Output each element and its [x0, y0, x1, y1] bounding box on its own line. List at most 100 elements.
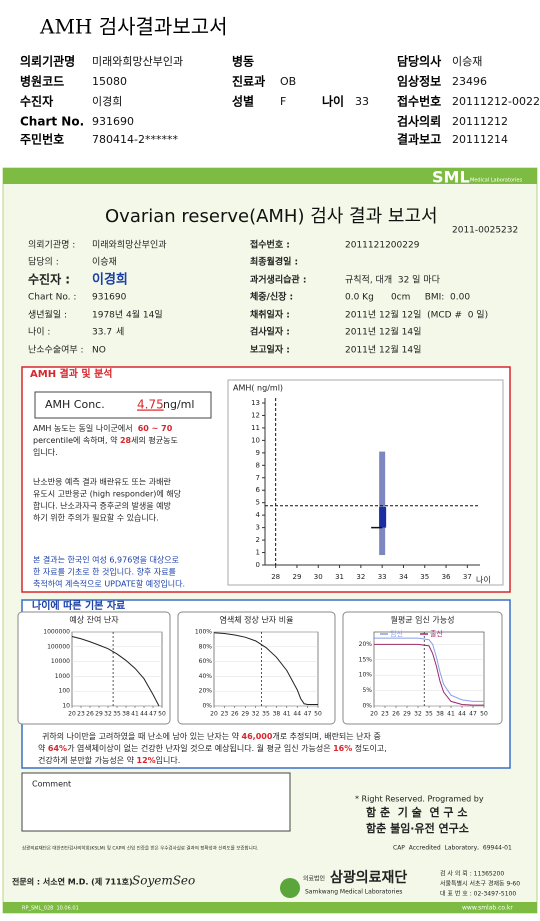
legend-label: 출산 [430, 629, 443, 638]
y-tick-label: 9 [256, 449, 260, 457]
field-value: 780414-2****** [92, 133, 178, 146]
field-value: 33 [355, 95, 369, 108]
y-tick-label: 6 [256, 486, 261, 494]
bottom-band [3, 902, 537, 913]
series-line [213, 632, 318, 706]
x-tick-label: 28 [271, 573, 280, 581]
patient-label: 체중/신장 : [250, 291, 293, 303]
text-segment: AMH 농도는 동일 나이군에서 [33, 423, 138, 433]
y-tick-label: 3 [256, 524, 260, 532]
org-name-en: Samkwang Medical Laboratories [305, 889, 402, 896]
text-segment: 개로 추정되며, 배란되는 난자 중 [272, 731, 380, 741]
x-tick-label: 50 [158, 711, 166, 718]
x-tick-label: 35 [262, 711, 270, 718]
paragraph-line: AMH 농도는 동일 나이군에서 60 ~ 70 [33, 423, 173, 433]
x-tick-label: 26 [86, 711, 94, 718]
field-label: 담당의사 [397, 54, 441, 69]
patient-label: 최종월경일 : [250, 256, 298, 268]
y-tick-label: 4 [256, 511, 261, 519]
y-tick-label: 10% [359, 672, 373, 679]
y-tick-label: 0% [362, 703, 372, 710]
paragraph-line: 본 결과는 한국인 여성 6,976명을 대상으로 [33, 555, 179, 565]
amh-chart-frame [227, 379, 504, 586]
patient-label: 채취일자 : [250, 309, 290, 321]
field-label: 결과보고 [397, 132, 441, 147]
patient-label: Chart No. : [28, 293, 76, 303]
axis-title: AMH( ng/ml) [233, 384, 283, 393]
field-label: 임상정보 [397, 74, 441, 89]
y-tick-label: 10 [251, 436, 260, 444]
x-tick-label: 50 [314, 711, 322, 718]
field-value: 미래와희망산부인과 [92, 55, 183, 68]
patient-value: 규칙적, 대개 32 일 마다 [345, 274, 441, 286]
y-tick-label: 20% [359, 641, 373, 648]
y-tick-label: 2 [256, 536, 260, 544]
amh-unit: ng/ml [163, 398, 194, 411]
comment-label: Comment [32, 780, 71, 789]
axis-title: 나이 [476, 575, 491, 585]
y-tick-label: 13 [251, 399, 260, 407]
patient-value: 2011년 12월 14일 [345, 344, 421, 356]
section-heading: 나이에 따른 기본 자료 [32, 599, 125, 612]
field-label: 병동 [232, 54, 254, 69]
y-tick-label: 7 [256, 474, 260, 482]
text-segment: 60 ~ 70 [138, 424, 173, 433]
legend-label: 임신 [390, 629, 403, 638]
x-tick-label: 20 [210, 711, 218, 718]
field-label: 병원코드 [20, 74, 64, 89]
x-tick-label: 38 [273, 711, 281, 718]
website: www.smlab.co.kr [462, 905, 513, 912]
amh-conc-box [34, 391, 212, 419]
summary-line: 귀하의 나이만을 고려하였을 때 난소에 남아 있는 난자는 약 46,000개… [42, 731, 381, 741]
x-tick-label: 32 [104, 711, 112, 718]
patient-value: NO [92, 346, 106, 356]
patient-value: 미래와희망산부인과 [92, 239, 167, 251]
y-tick-label: 5% [362, 687, 372, 694]
patient-value: 931690 [92, 293, 127, 303]
chart-title: 예상 잔여 난자 [69, 615, 119, 625]
x-tick-label: 37 [463, 573, 472, 581]
field-value: 20111214 [452, 133, 508, 146]
summary-line: 건강하게 분만할 가능성은 약 12%입니다. [38, 755, 180, 765]
field-label: 의뢰기관명 [20, 54, 75, 69]
section-heading: AMH 결과 및 분석 [30, 367, 113, 380]
y-tick-label: 100000 [47, 643, 70, 650]
specialist: 전문의 : 서소연 M.D. (제 711호) [12, 877, 133, 887]
series-line [71, 635, 160, 707]
patient-label: 접수번호 : [250, 239, 290, 251]
x-tick-label: 50 [480, 711, 488, 718]
text-segment: percentile에 속하며, 약 [33, 435, 120, 445]
patient-value: 이승재 [92, 257, 117, 268]
y-tick-label: 20% [199, 688, 213, 695]
paragraph-line: 입니다. [33, 447, 58, 457]
summary-line: 약 64%가 염색체이상이 없는 건강한 난자일 것으로 예상됩니다. 월 평균… [38, 743, 387, 753]
y-tick-label: 5 [256, 499, 260, 507]
patient-label: 난소수술여부 : [28, 344, 84, 356]
x-tick-label: 26 [231, 711, 239, 718]
x-tick-label: 41 [283, 711, 291, 718]
patient-label: 담당의 : [28, 256, 59, 268]
series-line [374, 643, 484, 706]
field-value: 20111212 [452, 115, 508, 128]
text-segment: 12% [137, 756, 156, 765]
top-band [3, 168, 537, 184]
x-tick-label: 41 [447, 711, 455, 718]
patient-label: 의뢰기관명 : [28, 240, 75, 251]
cap: CAP Accredited Laboratory, 69944-01 [393, 845, 512, 852]
x-tick-label: 32 [356, 573, 365, 581]
x-tick-label: 44 [293, 711, 301, 718]
text-segment: 약 [38, 743, 48, 753]
x-tick-label: 47 [304, 711, 312, 718]
x-tick-label: 33 [378, 573, 387, 581]
text-segment: 가 염색체이상이 없는 건강한 난자일 것으로 예상됩니다. 월 평균 임신 가… [67, 743, 333, 753]
text-segment: 귀하의 나이만을 고려하였을 때 난소에 남아 있는 난자는 약 [42, 731, 242, 741]
patient-label: 과거생리습관 : [250, 274, 306, 286]
field-value: 23496 [452, 75, 487, 88]
field-label: 나이 [322, 94, 344, 109]
x-tick-label: 47 [149, 711, 157, 718]
box-body [379, 507, 387, 528]
signature: SoyemSeo [132, 874, 195, 888]
x-tick-label: 36 [442, 573, 451, 581]
patient-label: 수진자 : [28, 272, 70, 287]
